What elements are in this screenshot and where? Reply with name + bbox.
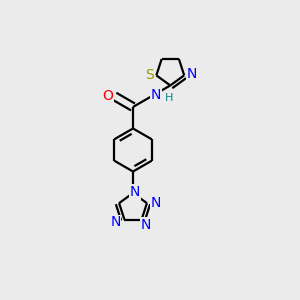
- Text: O: O: [102, 89, 113, 103]
- Text: N: N: [130, 185, 140, 199]
- Text: N: N: [141, 218, 151, 232]
- Text: N: N: [186, 67, 197, 81]
- Text: N: N: [151, 88, 161, 101]
- Text: N: N: [110, 215, 121, 229]
- Text: S: S: [145, 68, 153, 82]
- Text: H: H: [165, 94, 173, 103]
- Text: N: N: [151, 196, 161, 210]
